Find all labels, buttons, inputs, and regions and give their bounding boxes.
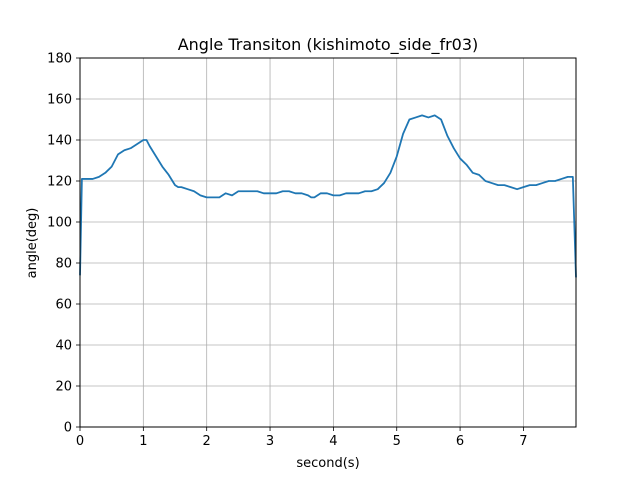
y-tick-label: 140 xyxy=(47,134,72,149)
x-tick-label: 1 xyxy=(139,434,147,449)
y-tick-label: 0 xyxy=(64,421,72,436)
y-tick-label: 120 xyxy=(47,175,72,190)
chart-title: Angle Transiton (kishimoto_side_fr03) xyxy=(178,35,479,55)
x-tick-label: 5 xyxy=(393,434,401,449)
y-tick-label: 20 xyxy=(55,380,72,395)
y-tick-label: 80 xyxy=(55,257,72,272)
x-tick-label: 7 xyxy=(519,434,527,449)
y-tick-label: 160 xyxy=(47,93,72,108)
y-tick-label: 60 xyxy=(55,298,72,313)
x-tick-label: 3 xyxy=(266,434,274,449)
y-tick-label: 40 xyxy=(55,339,72,354)
y-tick-label: 180 xyxy=(47,52,72,67)
x-tick-label: 2 xyxy=(203,434,211,449)
y-axis-label: angle(deg) xyxy=(25,208,40,279)
plot-frame xyxy=(79,57,577,428)
x-tick-label: 4 xyxy=(329,434,337,449)
series-layer xyxy=(79,114,577,278)
tick-marks: 0 1 2 3 4 5 6 7 0 20 40 60 80 100 120 140 160 180 xyxy=(47,52,527,450)
y-tick-label: 100 xyxy=(47,216,72,231)
x-tick-label: 0 xyxy=(76,434,84,449)
series-line xyxy=(79,114,577,278)
x-tick-label: 6 xyxy=(456,434,464,449)
x-axis-label: second(s) xyxy=(296,456,359,471)
